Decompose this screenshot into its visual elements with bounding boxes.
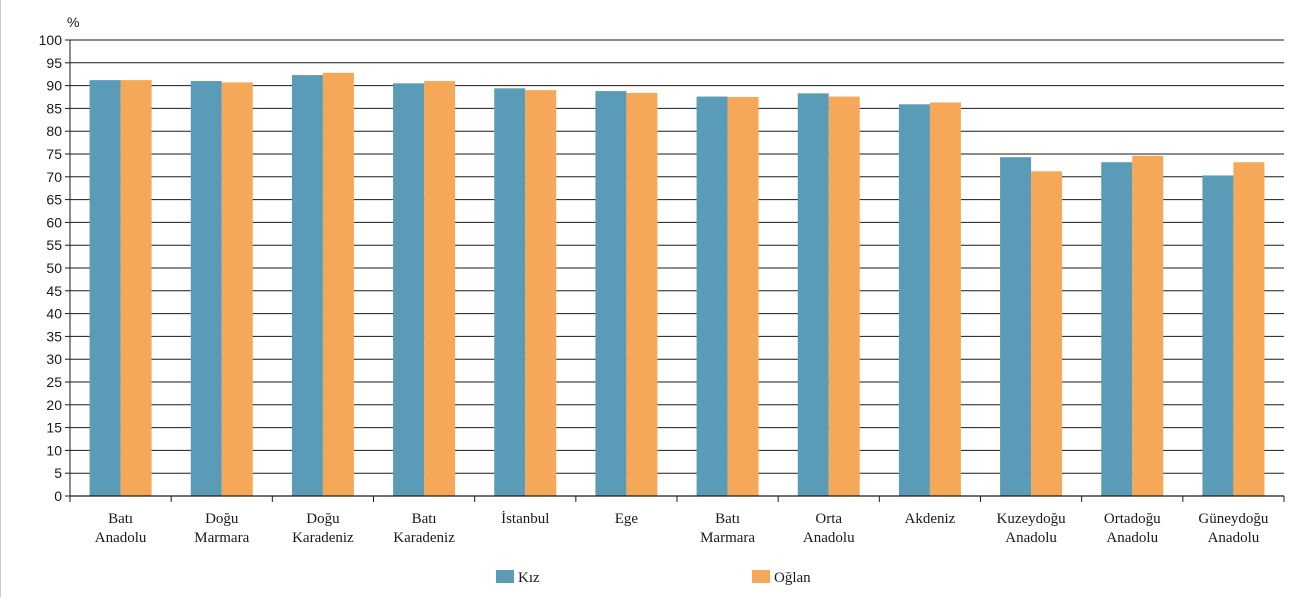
x-category-label-line: Ege [615, 511, 639, 527]
bar-oglan [525, 90, 557, 496]
y-tick-label: 60 [46, 214, 62, 230]
y-tick-label: 25 [46, 374, 62, 390]
x-category-label: Orta Anadolu [803, 511, 855, 546]
x-category-label-line: Batı [412, 511, 437, 527]
bar-kiz [291, 75, 323, 496]
bar-oglan [1132, 155, 1164, 496]
y-tick-label: 5 [54, 465, 62, 481]
x-category-label: Ortadoğu Anadolu [1104, 511, 1161, 546]
x-category-label: Batı Marmara [700, 511, 755, 546]
x-category-label-line: Anadolu [1005, 530, 1057, 546]
y-tick-label: 10 [46, 442, 62, 458]
x-category-label-line: Karadeniz [292, 530, 354, 546]
y-tick-label: 90 [46, 78, 62, 94]
legend-swatch-kiz [496, 570, 514, 583]
x-category-label-line: Marmara [700, 530, 755, 546]
x-category-label: Doğu Marmara [194, 511, 249, 546]
y-tick-label: 20 [46, 397, 62, 413]
x-category-label: Doğu Karadeniz [292, 511, 354, 546]
bar-oglan [322, 72, 354, 496]
x-category-label-line: Akdeniz [905, 511, 956, 527]
x-category-label-line: Batı [108, 511, 133, 527]
bar-oglan [120, 80, 152, 497]
x-category-label-line: Anadolu [1208, 530, 1260, 546]
bar-oglan [1233, 162, 1265, 496]
y-tick-label: 15 [46, 420, 62, 436]
y-tick-label: 85 [46, 100, 62, 116]
x-category-label-line: Anadolu [1106, 530, 1158, 546]
x-category-label: Akdeniz [905, 511, 956, 527]
y-tick-label: 100 [39, 32, 63, 48]
y-tick-label: 45 [46, 283, 62, 299]
x-category-label-line: Anadolu [95, 530, 147, 546]
y-tick-label: 65 [46, 192, 62, 208]
y-tick-label: 80 [46, 123, 62, 139]
bar-oglan [424, 81, 456, 496]
x-category-label-line: Anadolu [803, 530, 855, 546]
x-category-label-line: İstanbul [501, 511, 549, 527]
bar-kiz [393, 83, 425, 496]
x-category-label-line: Ortadoğu [1104, 511, 1161, 527]
x-category-label-line: Karadeniz [393, 530, 455, 546]
bar-kiz [595, 91, 627, 497]
x-category-label-line: Doğu [205, 511, 239, 527]
x-category-label: Ege [615, 511, 639, 527]
bar-kiz [494, 88, 526, 496]
x-category-label: Güneydoğu Anadolu [1198, 511, 1268, 546]
bar-kiz [696, 96, 728, 496]
bar-kiz [1000, 157, 1032, 496]
y-tick-label: 95 [46, 55, 62, 71]
y-tick-label: 70 [46, 169, 62, 185]
y-axis-unit-label: % [67, 14, 79, 30]
bar-kiz [190, 81, 222, 496]
bar-oglan [828, 96, 860, 496]
bar-oglan [727, 97, 759, 496]
bar-kiz [1202, 175, 1234, 496]
y-tick-label: 0 [54, 488, 62, 504]
legend-label-kiz: Kız [518, 570, 540, 586]
y-tick-label: 55 [46, 237, 62, 253]
x-category-label: İstanbul [501, 511, 549, 527]
x-category-label-line: Batı [715, 511, 740, 527]
bar-kiz [797, 93, 829, 497]
x-category-label: Batı Anadolu [95, 511, 147, 546]
x-category-label-line: Doğu [306, 511, 340, 527]
x-category-label-line: Orta [815, 511, 842, 527]
bar-kiz [898, 104, 930, 497]
bar-oglan [929, 102, 961, 497]
x-category-label-line: Marmara [194, 530, 249, 546]
bar-oglan [626, 92, 658, 497]
bar-oglan [221, 82, 253, 497]
left-border [0, 0, 1, 597]
y-tick-label: 40 [46, 306, 62, 322]
bar-kiz [89, 80, 121, 497]
y-tick-label: 50 [46, 260, 62, 276]
bar-oglan [1031, 171, 1063, 496]
bar-kiz [1101, 162, 1133, 496]
y-tick-label: 35 [46, 328, 62, 344]
legend-label-oglan: Oğlan [774, 570, 811, 586]
x-category-label-line: Kuzeydoğu [997, 511, 1067, 527]
x-category-label: Batı Karadeniz [393, 511, 455, 546]
x-category-label-line: Güneydoğu [1198, 511, 1268, 527]
legend-swatch-oglan [752, 570, 770, 583]
y-tick-label: 30 [46, 351, 62, 367]
x-category-label: Kuzeydoğu Anadolu [997, 511, 1067, 546]
y-tick-label: 75 [46, 146, 62, 162]
